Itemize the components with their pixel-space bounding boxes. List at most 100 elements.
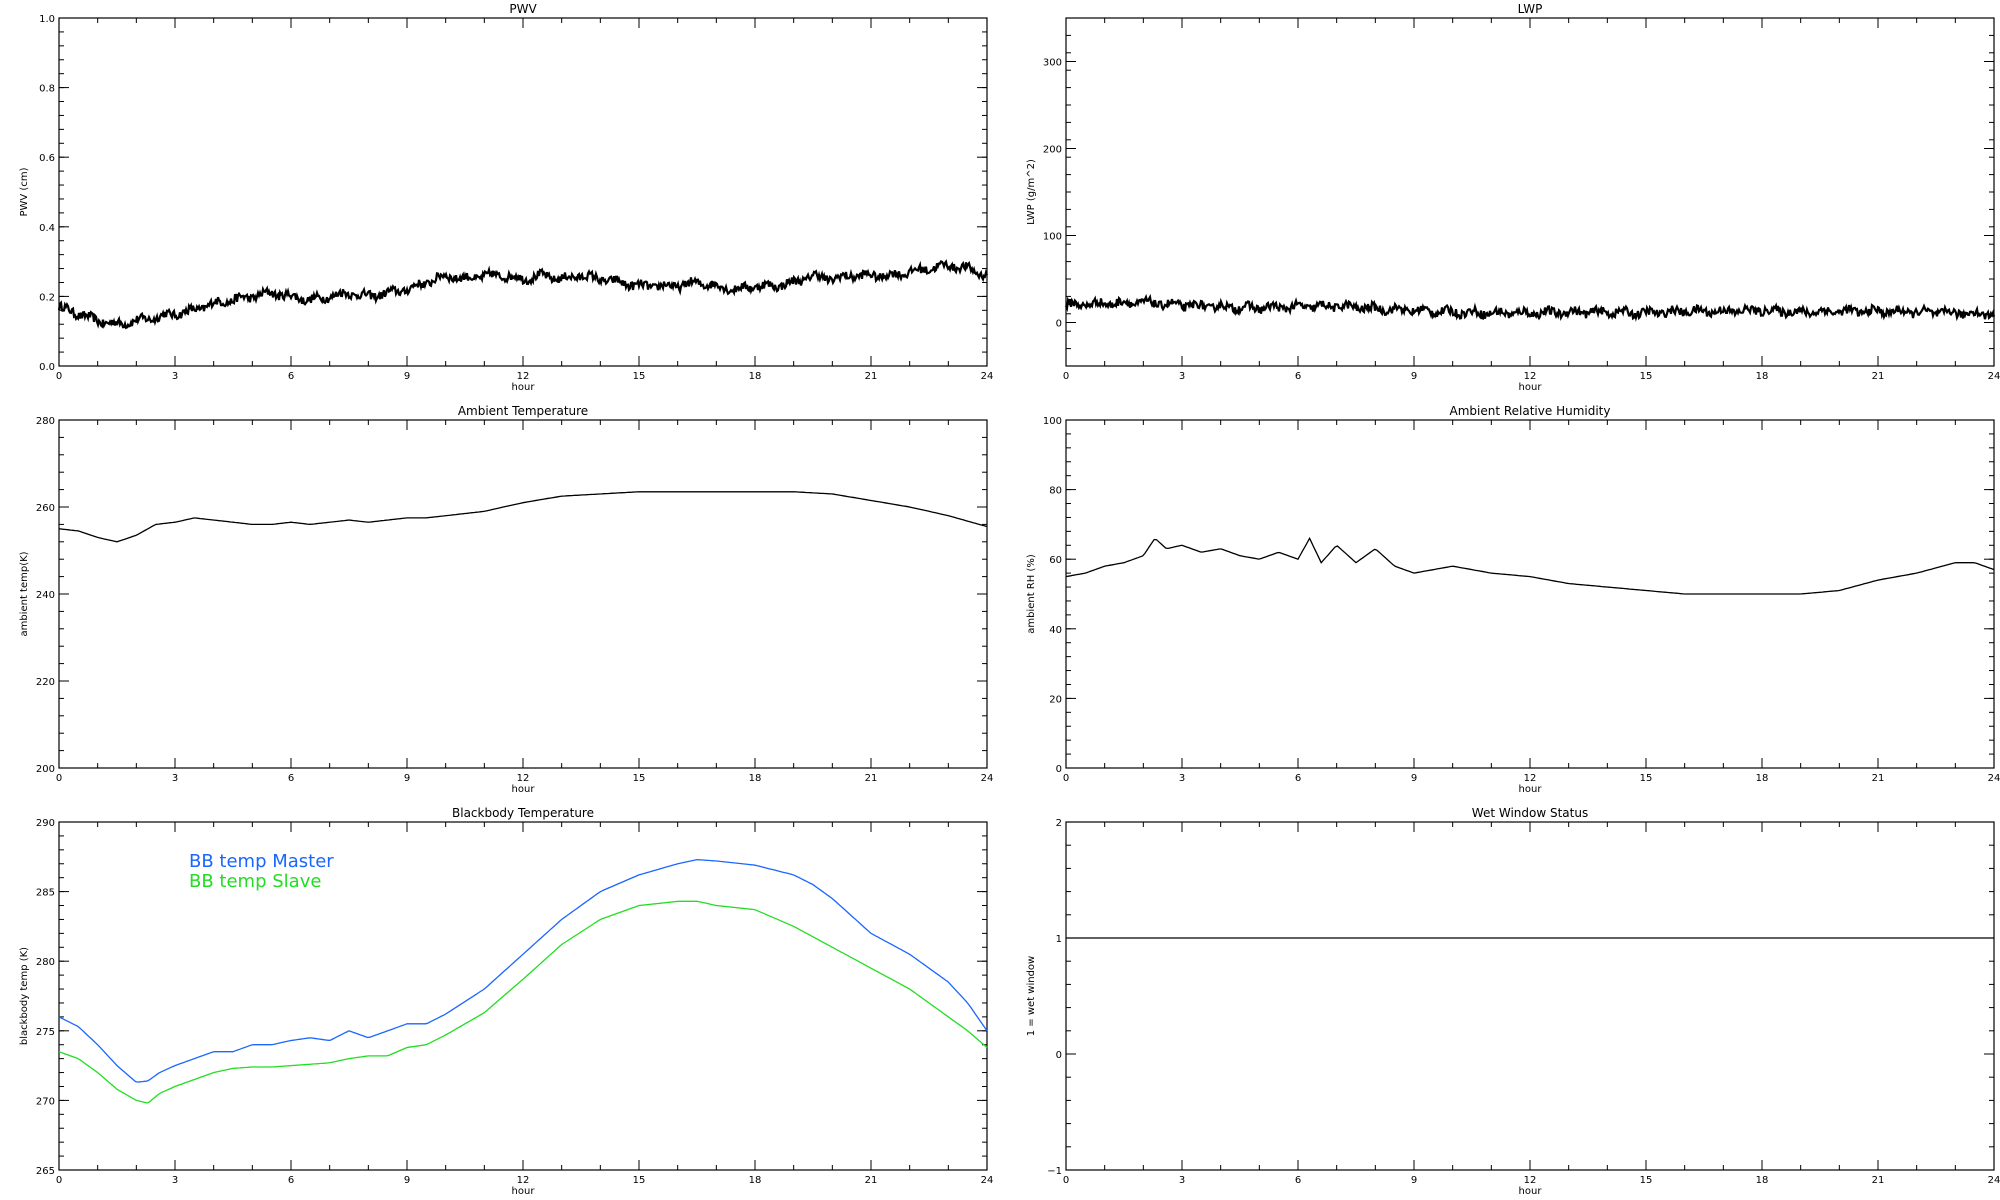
chart-title: Ambient Temperature (458, 404, 588, 418)
y-tick-label: 0.2 (39, 292, 55, 303)
x-axis-label: hour (1519, 382, 1543, 393)
x-tick-label: 3 (172, 773, 178, 784)
series-line-lwp (1064, 293, 1996, 322)
x-axis-label: hour (512, 1186, 536, 1197)
y-tick-label: 0.4 (39, 223, 55, 234)
x-tick-label: 15 (633, 371, 646, 382)
y-tick-label: 60 (1049, 555, 1062, 566)
y-tick-label: 0 (1056, 1050, 1062, 1061)
y-tick-label: 220 (36, 677, 55, 688)
x-tick-label: 21 (1872, 1175, 1885, 1186)
x-tick-label: 18 (749, 1175, 762, 1186)
y-tick-label: 100 (1043, 416, 1062, 427)
y-tick-label: 280 (36, 957, 55, 968)
plot-frame (58, 17, 988, 367)
x-tick-label: 9 (404, 1175, 410, 1186)
y-tick-label: 265 (36, 1166, 55, 1177)
series-line-ambient-rh (1065, 536, 1995, 595)
x-tick-label: 24 (1988, 773, 2000, 784)
x-tick-label: 21 (865, 773, 878, 784)
y-tick-label: 40 (1049, 625, 1062, 636)
x-tick-label: 12 (517, 1175, 530, 1186)
y-axis-label: blackbody temp (K) (19, 947, 30, 1045)
chart-title: Wet Window Status (1472, 806, 1588, 820)
x-tick-label: 24 (981, 371, 994, 382)
y-tick-label: 0.0 (39, 362, 55, 373)
y-tick-label: 285 (36, 888, 55, 899)
x-tick-label: 21 (865, 371, 878, 382)
y-tick-label: 2 (1056, 818, 1062, 829)
x-tick-label: 3 (1179, 773, 1185, 784)
x-axis-label: hour (512, 784, 536, 795)
x-tick-label: 0 (56, 773, 62, 784)
x-tick-label: 21 (865, 1175, 878, 1186)
y-tick-label: 20 (1049, 694, 1062, 705)
plot-frame (1065, 419, 1995, 769)
x-tick-label: 6 (288, 1175, 294, 1186)
x-tick-label: 12 (1524, 773, 1537, 784)
chart-panel-ambient-rh: 0 3 6 9 12 15 18 21 24 0 20 40 60 80 100 Ambient Relati… (1026, 404, 2000, 795)
x-tick-label: 9 (1411, 773, 1417, 784)
x-tick-label: 6 (288, 773, 294, 784)
x-tick-label: 3 (1179, 1175, 1185, 1186)
y-tick-label: 240 (36, 590, 55, 601)
x-tick-label: 18 (749, 773, 762, 784)
y-tick-label: 200 (1043, 145, 1062, 156)
y-tick-label: 260 (36, 503, 55, 514)
y-tick-label: 300 (1043, 58, 1062, 69)
y-tick-label: 1 (1056, 934, 1062, 945)
x-tick-label: 0 (1063, 773, 1069, 784)
chart-title: Blackbody Temperature (452, 806, 594, 820)
y-tick-label: 100 (1043, 232, 1062, 243)
y-tick-label: 275 (36, 1027, 55, 1038)
x-tick-label: 24 (1988, 1175, 2000, 1186)
x-tick-label: 6 (1295, 1175, 1301, 1186)
x-tick-label: 6 (1295, 371, 1301, 382)
y-axis-label: LWP (g/m^2) (1026, 159, 1037, 225)
series-line-bb-temp-master (58, 858, 988, 1083)
y-tick-label: 1.0 (39, 14, 55, 25)
x-tick-label: 15 (1640, 371, 1653, 382)
x-tick-label: 12 (517, 371, 530, 382)
x-tick-label: 6 (288, 371, 294, 382)
x-tick-label: 0 (56, 371, 62, 382)
x-tick-label: 15 (1640, 1175, 1653, 1186)
chart-panel-ambient-temp: 0 3 6 9 12 15 18 21 24 200 220 240 260 280 Ambient Tem… (19, 404, 993, 795)
plot-frame (58, 419, 988, 769)
y-axis-label: ambient temp(K) (19, 551, 30, 636)
x-tick-label: 18 (1756, 1175, 1769, 1186)
chart-panel-blackbody: 0 3 6 9 12 15 18 21 24 265 270 275 280 285 290 Blackbod… (19, 806, 993, 1197)
y-tick-label: −1 (1047, 1166, 1062, 1177)
y-axis-label: PWV (cm) (19, 167, 30, 216)
x-tick-label: 3 (1179, 371, 1185, 382)
y-tick-label: 200 (36, 764, 55, 775)
y-tick-label: 0 (1056, 319, 1062, 330)
legend-entry: BB temp Slave (189, 871, 321, 892)
x-tick-label: 21 (1872, 371, 1885, 382)
y-axis-label: 1 = wet window (1026, 956, 1037, 1036)
plot-frame (1065, 821, 1995, 1171)
series-line-bb-temp-slave (58, 900, 988, 1104)
x-tick-label: 12 (1524, 371, 1537, 382)
y-tick-label: 280 (36, 416, 55, 427)
chart-panel-lwp: 0 3 6 9 12 15 18 21 24 0 100 200 300 LWP hour LWP (g/m^… (1026, 2, 2000, 393)
chart-title: Ambient Relative Humidity (1450, 404, 1611, 418)
chart-panel-pwv: 0 3 6 9 12 15 18 21 24 0.0 0.2 0.4 0.6 0.8 1.0 PWV hour P… (19, 2, 993, 393)
x-tick-label: 24 (981, 773, 994, 784)
x-tick-label: 12 (1524, 1175, 1537, 1186)
x-tick-label: 12 (517, 773, 530, 784)
x-tick-label: 9 (404, 371, 410, 382)
y-tick-label: 0.6 (39, 153, 55, 164)
series-line-pwv (57, 259, 989, 330)
x-axis-label: hour (512, 382, 536, 393)
x-tick-label: 0 (1063, 1175, 1069, 1186)
x-tick-label: 9 (404, 773, 410, 784)
x-tick-label: 9 (1411, 371, 1417, 382)
y-tick-label: 80 (1049, 486, 1062, 497)
y-tick-label: 0 (1056, 764, 1062, 775)
x-tick-label: 3 (172, 371, 178, 382)
x-tick-label: 15 (1640, 773, 1653, 784)
y-axis-label: ambient RH (%) (1026, 554, 1037, 634)
